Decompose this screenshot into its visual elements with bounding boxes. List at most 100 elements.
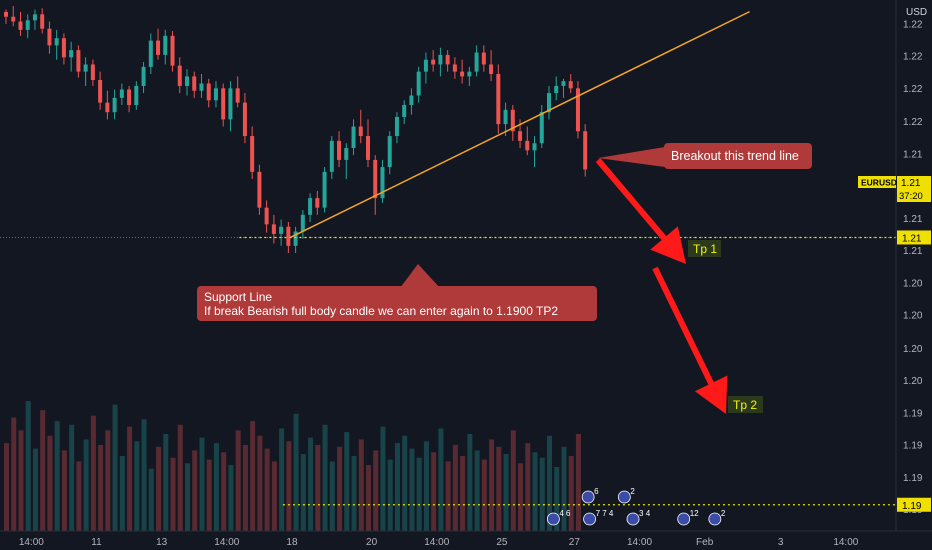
volume-bar [409, 448, 415, 531]
volume-bar [213, 443, 219, 531]
x-tick-label: 27 [569, 537, 581, 548]
event-marker-icon [581, 490, 595, 504]
y-tick-label: 1.19 [903, 473, 923, 484]
candle-body [98, 79, 103, 103]
candle-body [185, 76, 189, 86]
tp1-label: Tp 1 [693, 242, 717, 256]
volume-bar [510, 430, 516, 531]
volume-bar [69, 424, 75, 531]
volume-bar [119, 455, 125, 531]
candle-body [554, 85, 559, 94]
candle-body [221, 88, 226, 120]
volume-bar [322, 424, 328, 531]
support-title: Support Line [204, 290, 272, 304]
drawings [0, 10, 896, 506]
currency-label: USD [906, 7, 927, 18]
volume-bar [394, 443, 400, 531]
candle-body [489, 64, 494, 75]
y-tick-label: 1.20 [903, 278, 923, 289]
candle-body [264, 207, 269, 225]
x-tick-label: Feb [696, 537, 714, 548]
event-marker-count: 2 [721, 509, 726, 518]
candle-body [134, 85, 139, 106]
x-tick-label: 18 [286, 537, 298, 548]
volume-bar [467, 433, 473, 531]
volume-bar [554, 466, 560, 531]
tp1-axis-badge [897, 230, 931, 245]
volume-bar [438, 428, 444, 531]
candle-body [474, 52, 479, 72]
candle-body [235, 88, 240, 103]
candle-body [76, 50, 81, 72]
volume-bar [575, 433, 581, 531]
candle-body [315, 198, 320, 208]
candle-body [163, 35, 168, 55]
candle-body [213, 88, 218, 101]
volume-bar [242, 444, 248, 531]
y-tick-label: 1.19 [903, 441, 923, 452]
candle-body [25, 20, 30, 30]
event-marker-count: 3 4 [639, 509, 651, 518]
volume-bar [474, 450, 480, 531]
candle-body [561, 81, 566, 86]
volume-bar [40, 410, 46, 531]
event-marker-count: 12 [690, 509, 699, 518]
price-badge [897, 176, 931, 202]
x-tick-label: 3 [778, 537, 784, 548]
volume-bar [170, 457, 176, 531]
candle-body [539, 112, 544, 144]
candle-body [279, 226, 284, 234]
volume-bar [561, 446, 567, 531]
volume-bar [25, 401, 31, 531]
volume-bar [351, 455, 357, 531]
x-tick-label: 14:00 [627, 537, 652, 548]
volume-bar [32, 448, 38, 531]
volume-bar [329, 461, 335, 531]
volume-bar [127, 426, 133, 531]
volume-bar [380, 426, 386, 531]
volume-bar [156, 446, 162, 531]
breakout-box [664, 143, 812, 169]
candle-body [127, 89, 132, 106]
volume-bar [98, 444, 104, 531]
volume-bar [54, 421, 60, 531]
event-marker-count: 6 [594, 487, 599, 496]
y-tick-label: 1.22 [903, 52, 923, 63]
x-tick-label: 11 [91, 537, 102, 548]
candle-body [423, 59, 428, 72]
volume-bar [308, 437, 314, 531]
candle-body [409, 95, 414, 106]
candle-body [481, 52, 486, 65]
tp1-axis-value: 1.21 [902, 233, 922, 244]
candle-body [83, 64, 88, 72]
candle-body [54, 38, 59, 46]
volume-bar [192, 450, 198, 531]
candle-body [90, 64, 95, 80]
candle-body [510, 109, 515, 132]
x-tick-label: 14:00 [214, 537, 239, 548]
candle-body [156, 40, 161, 55]
volume-bar [163, 433, 169, 531]
y-tick-label: 1.20 [903, 376, 923, 387]
event-marker-icon [626, 512, 640, 526]
candle-body [286, 226, 291, 246]
candle-body [344, 147, 349, 160]
x-tick-label: 25 [496, 537, 508, 548]
candle-body [431, 59, 436, 65]
candles [4, 6, 588, 253]
volume-bar [402, 435, 408, 531]
volume-bar [76, 461, 82, 531]
volume-bar [141, 419, 147, 531]
y-tick-label: 1.22 [903, 84, 923, 95]
volume-bar [206, 459, 212, 531]
volume-bar [431, 452, 437, 531]
volume-bar [83, 439, 89, 531]
price-badge-value: 1.21 [901, 178, 921, 189]
volume-bar [547, 435, 552, 531]
trend-line [290, 10, 750, 239]
x-tick-label: 14:00 [19, 537, 44, 548]
candle-body [141, 66, 146, 86]
x-tick-label: 13 [156, 537, 168, 548]
candle-body [119, 89, 124, 98]
